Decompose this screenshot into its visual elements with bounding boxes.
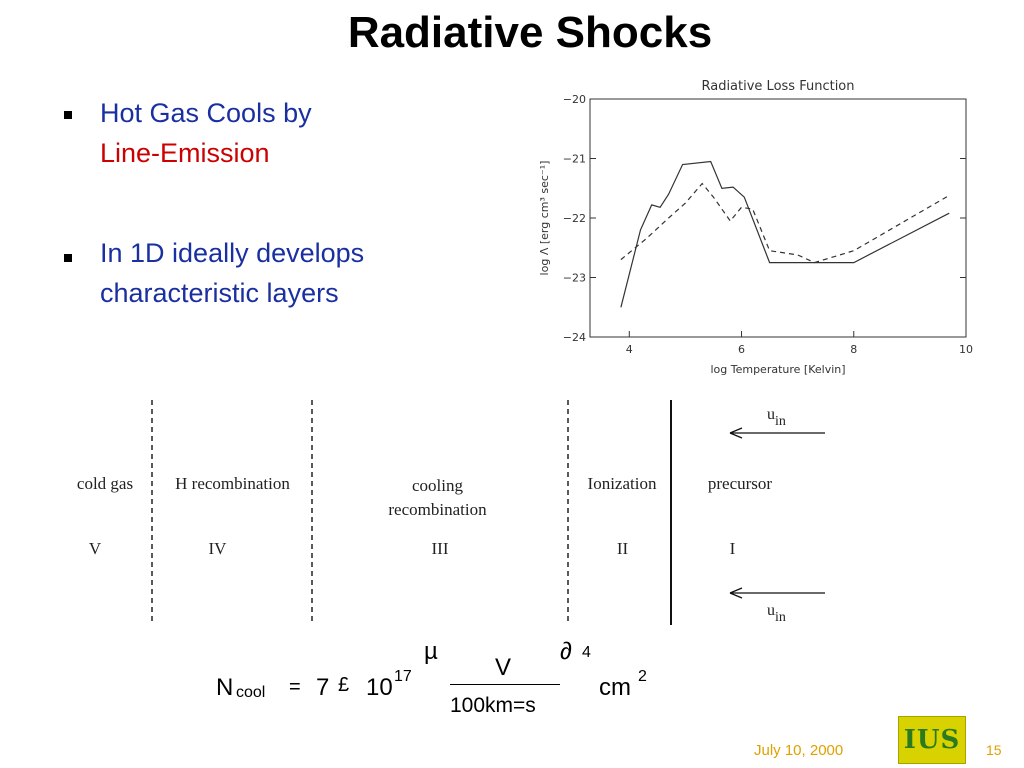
eq-lhs-sub: cool (236, 684, 266, 701)
bullet-2-line2: characteristic layers (100, 278, 339, 308)
y-tick-label: −20 (563, 93, 586, 106)
eq-open-paren: µ (424, 638, 438, 665)
slide-title: Radiative Shocks (347, 8, 713, 57)
series-line-solid (620, 160, 950, 308)
layer-precursor: precursor (707, 474, 773, 493)
eq-coef: 7 (316, 674, 330, 701)
ius-logo-text: IUS (903, 725, 961, 755)
x-tick-label: 10 (959, 343, 973, 356)
layer-cooling-recombination-numeral: III (431, 539, 449, 558)
y-axis-label: log Λ [erg cm³ sec⁻¹] (538, 161, 551, 276)
y-tick-label: −21 (563, 153, 586, 166)
eq-numerator: V (495, 654, 512, 681)
page-number: 15 (986, 742, 1002, 758)
bullet-1: Hot Gas Cools by Line-Emission (100, 93, 440, 173)
eq-equals: = (289, 676, 301, 698)
ius-logo: IUS (898, 716, 966, 764)
bullet-1-line2: Line-Emission (100, 138, 270, 168)
y-tick-label: −22 (563, 212, 586, 225)
x-tick-label: 8 (850, 343, 857, 356)
bullet-1-line1: Hot Gas Cools by (100, 98, 312, 128)
velocity-label-top: uin (767, 406, 786, 429)
footer-date: July 10, 2000 (754, 742, 844, 759)
eq-fraction-bar (450, 684, 560, 685)
eq-unit-exp: 2 (638, 668, 647, 685)
eq-lhs: N (216, 674, 234, 701)
layer-cooling-recombination: cooling recombination (388, 476, 487, 519)
series-group (620, 160, 950, 308)
y-tick-label: −23 (563, 272, 586, 285)
bullet-marker-1 (64, 111, 72, 119)
x-tick-label: 4 (626, 343, 633, 356)
eq-times: £ (338, 674, 350, 696)
x-tick-label: 6 (738, 343, 745, 356)
layer-cold-gas-numeral: V (88, 539, 102, 558)
eq-unit: cm (599, 674, 631, 701)
inflow-arrowhead-bottom (729, 587, 743, 599)
radiative-loss-chart: Radiative Loss Function −20−21−22−23−24 … (538, 79, 973, 376)
eq-base: 10 (366, 674, 393, 701)
eq-exponent: 17 (394, 668, 412, 685)
layer-cold-gas: cold gas (76, 474, 134, 493)
x-axis: 4 6 8 10 (626, 331, 973, 356)
y-tick-label: −24 (563, 331, 586, 344)
layer-h-recombination: H recombination (175, 474, 290, 493)
layer-ionization: Ionization (587, 474, 657, 493)
layer-h-recombination-numeral: IV (208, 539, 227, 558)
eq-close-paren: ∂ (560, 638, 572, 665)
y-axis: −20 −21 −22 −23 −24 (563, 93, 966, 344)
bullet-2-line1: In 1D ideally develops (100, 238, 365, 268)
velocity-label-bottom: uin (767, 602, 786, 625)
eq-power: 4 (582, 644, 591, 661)
inflow-arrowhead-top (729, 427, 743, 439)
series-line-dashed (620, 182, 950, 264)
chart-title: Radiative Loss Function (701, 79, 854, 94)
shock-layer-diagram: uin uin (151, 400, 825, 625)
layer-precursor-numeral: I (729, 539, 736, 558)
layer-ionization-numeral: II (616, 539, 629, 558)
bullet-2: In 1D ideally develops characteristic la… (100, 233, 460, 313)
x-axis-label: log Temperature [Kelvin] (710, 363, 845, 376)
eq-denominator: 100km=s (450, 694, 536, 717)
bullet-marker-2 (64, 254, 72, 262)
